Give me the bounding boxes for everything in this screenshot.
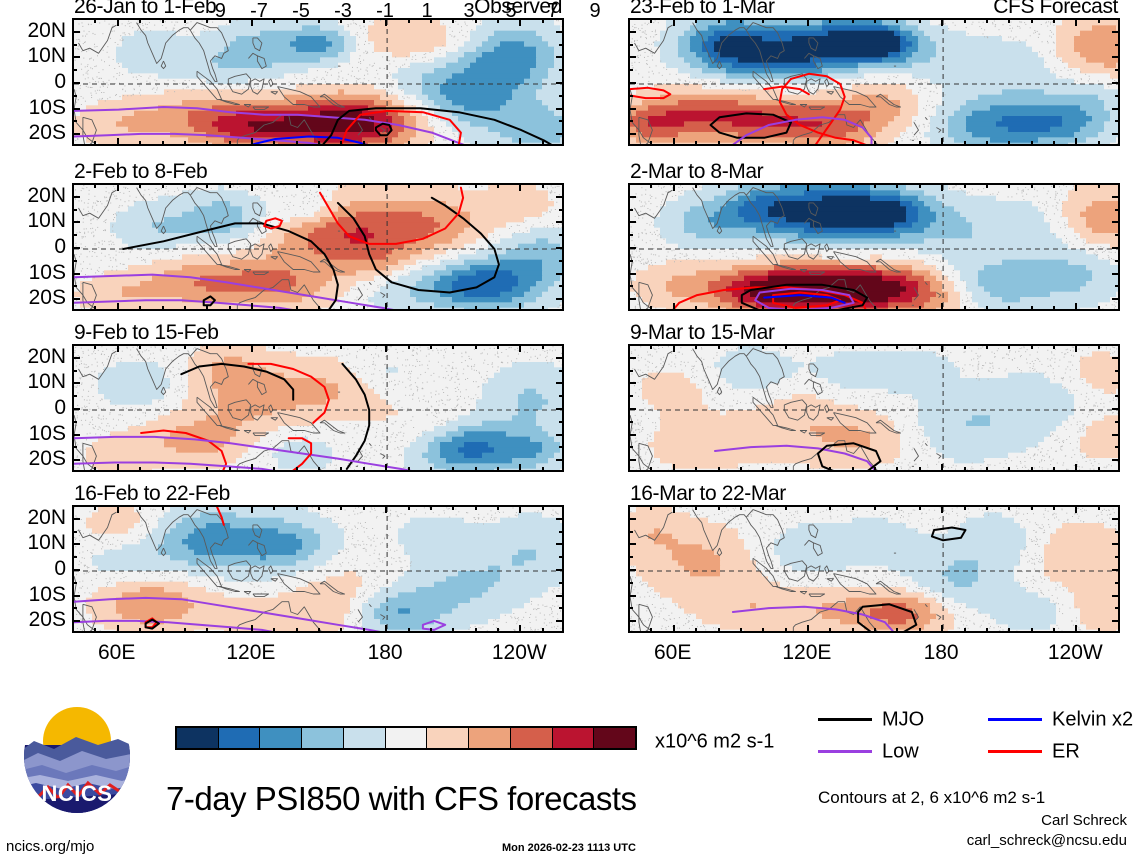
y-tick-label: 20S bbox=[28, 286, 66, 310]
footer-timestamp: Mon 2026-02-23 1113 UTC bbox=[502, 842, 636, 854]
logo-text: NCICS bbox=[42, 781, 113, 806]
colorbar-swatch bbox=[302, 728, 344, 748]
colorbar bbox=[175, 726, 637, 750]
panel-title-obs-4: 16-Feb to 22-Feb bbox=[74, 482, 230, 505]
colorbar-swatch bbox=[594, 728, 636, 748]
x-tick-label: 60E bbox=[98, 641, 136, 664]
y-tick-label: 10S bbox=[28, 95, 66, 119]
colorbar-tick-label: 7 bbox=[547, 0, 559, 22]
main-title: 7-day PSI850 with CFS forecasts bbox=[166, 780, 637, 817]
y-tick-label: 20S bbox=[28, 447, 66, 471]
map-fcs-4 bbox=[628, 505, 1120, 633]
legend-label-mjo: MJO bbox=[882, 708, 925, 731]
colorbar-tick-label: 9 bbox=[589, 0, 601, 22]
credit-email: carl_schreck@ncsu.edu bbox=[966, 832, 1127, 849]
colorbar-tick-label: 5 bbox=[505, 0, 517, 22]
y-tick-label: 0 bbox=[54, 235, 66, 258]
y-tick-label: 20N bbox=[27, 344, 66, 368]
x-tick-label: 120W bbox=[1047, 641, 1103, 664]
map-obs-2 bbox=[72, 183, 564, 311]
ncics-logo: NCICS bbox=[18, 697, 136, 815]
panel-fcs-3: 9-Mar to 15-Mar bbox=[628, 321, 1120, 472]
legend-line-mjo bbox=[818, 718, 872, 721]
colorbar-swatch bbox=[552, 728, 595, 748]
colorbar-tick-label: 1 bbox=[421, 0, 433, 22]
colorbar-swatch bbox=[343, 728, 386, 748]
y-tick-label: 20S bbox=[28, 608, 66, 632]
y-axis-left-3: 20N 10N 0 10S 20S bbox=[4, 344, 66, 472]
colorbar-swatch bbox=[385, 728, 428, 748]
x-tick-label: 60E bbox=[654, 641, 692, 664]
colorbar-tick-label: -9 bbox=[208, 0, 226, 22]
contour-note: Contours at 2, 6 x10^6 m2 s-1 bbox=[818, 788, 1046, 807]
colorbar-swatch bbox=[218, 728, 261, 748]
colorbar-swatch bbox=[177, 728, 219, 748]
panel-obs-3: 9-Feb to 15-Feb bbox=[72, 321, 564, 472]
y-tick-label: 20N bbox=[27, 18, 66, 42]
colorbar-swatch bbox=[510, 728, 553, 748]
colorbar-units: x10^6 m2 s-1 bbox=[655, 730, 775, 753]
x-tick-label: 180 bbox=[367, 641, 403, 664]
map-obs-4 bbox=[72, 505, 564, 633]
colorbar-ticks: -9 -7 -5 -3 -1 1 3 5 7 9 bbox=[0, 0, 1135, 26]
y-tick-label: 20N bbox=[27, 505, 66, 529]
legend-line-er bbox=[988, 750, 1042, 753]
credit-author: Carl Schreck bbox=[1041, 812, 1127, 829]
y-tick-label: 10N bbox=[27, 44, 66, 68]
colorbar-swatch bbox=[260, 728, 303, 748]
legend-label-kelvin-x2: Kelvin x2 bbox=[1052, 708, 1134, 731]
y-tick-label: 10S bbox=[28, 421, 66, 445]
x-tick-label: 180 bbox=[923, 641, 959, 664]
panel-title-obs-3: 9-Feb to 15-Feb bbox=[74, 321, 219, 344]
y-tick-label: 10N bbox=[27, 209, 66, 233]
y-tick-label: 20N bbox=[27, 183, 66, 207]
map-obs-1 bbox=[72, 18, 564, 146]
panel-obs-1: 26-Jan to 1-Feb Observed bbox=[72, 0, 564, 146]
y-tick-label: 20S bbox=[28, 121, 66, 145]
legend-line-low bbox=[818, 750, 872, 753]
panel-corner-label-obs-1: Observed bbox=[474, 0, 562, 18]
y-axis-left-4: 20N 10N 0 10S 20S bbox=[4, 505, 66, 633]
x-tick-label: 120E bbox=[226, 641, 276, 664]
y-tick-label: 10N bbox=[27, 370, 66, 394]
colorbar-tick-label: -1 bbox=[376, 0, 394, 22]
panel-title-fcs-1: 23-Feb to 1-Mar bbox=[630, 0, 775, 18]
panel-fcs-4: 16-Mar to 22-Mar bbox=[628, 482, 1120, 633]
map-fcs-3 bbox=[628, 344, 1120, 472]
map-fcs-2 bbox=[628, 183, 1120, 311]
panel-fcs-2: 2-Mar to 8-Mar bbox=[628, 160, 1120, 311]
y-tick-label: 10S bbox=[28, 582, 66, 606]
footer-website[interactable]: ncics.org/mjo bbox=[6, 838, 95, 855]
y-axis-left-2: 20N 10N 0 10S 20S bbox=[4, 183, 66, 311]
panel-obs-4: 16-Feb to 22-Feb bbox=[72, 482, 564, 633]
panel-title-fcs-3: 9-Mar to 15-Mar bbox=[630, 321, 775, 344]
x-tick-label: 120E bbox=[782, 641, 832, 664]
panel-title-obs-1: 26-Jan to 1-Feb bbox=[74, 0, 217, 18]
map-fcs-1 bbox=[628, 18, 1120, 146]
map-obs-3 bbox=[72, 344, 564, 472]
panel-fcs-1: 23-Feb to 1-Mar CFS Forecast bbox=[628, 0, 1120, 146]
panel-corner-label-fcs-1: CFS Forecast bbox=[993, 0, 1118, 18]
panel-title-obs-2: 2-Feb to 8-Feb bbox=[74, 160, 208, 183]
y-tick-label: 0 bbox=[54, 70, 66, 93]
colorbar-tick-label: -7 bbox=[250, 0, 268, 22]
legend-label-low: Low bbox=[882, 740, 919, 763]
panel-obs-2: 2-Feb to 8-Feb bbox=[72, 160, 564, 311]
legend-label-er: ER bbox=[1052, 740, 1080, 763]
legend-line-kelvin-x2 bbox=[988, 718, 1042, 721]
colorbar-tick-label: 3 bbox=[463, 0, 475, 22]
y-tick-label: 10S bbox=[28, 260, 66, 284]
y-tick-label: 0 bbox=[54, 396, 66, 419]
x-tick-label: 120W bbox=[491, 641, 547, 664]
y-axis-left-1: 20N 10N 0 10S 20S bbox=[4, 18, 66, 146]
y-tick-label: 10N bbox=[27, 531, 66, 555]
colorbar-swatch bbox=[427, 728, 470, 748]
panel-title-fcs-4: 16-Mar to 22-Mar bbox=[630, 482, 786, 505]
colorbar-swatch bbox=[469, 728, 511, 748]
colorbar-tick-label: -5 bbox=[292, 0, 310, 22]
y-tick-label: 0 bbox=[54, 557, 66, 580]
panel-title-fcs-2: 2-Mar to 8-Mar bbox=[630, 160, 764, 183]
colorbar-tick-label: -3 bbox=[334, 0, 352, 22]
contour-legend: MJO Kelvin x2 Low ER bbox=[818, 708, 1133, 774]
